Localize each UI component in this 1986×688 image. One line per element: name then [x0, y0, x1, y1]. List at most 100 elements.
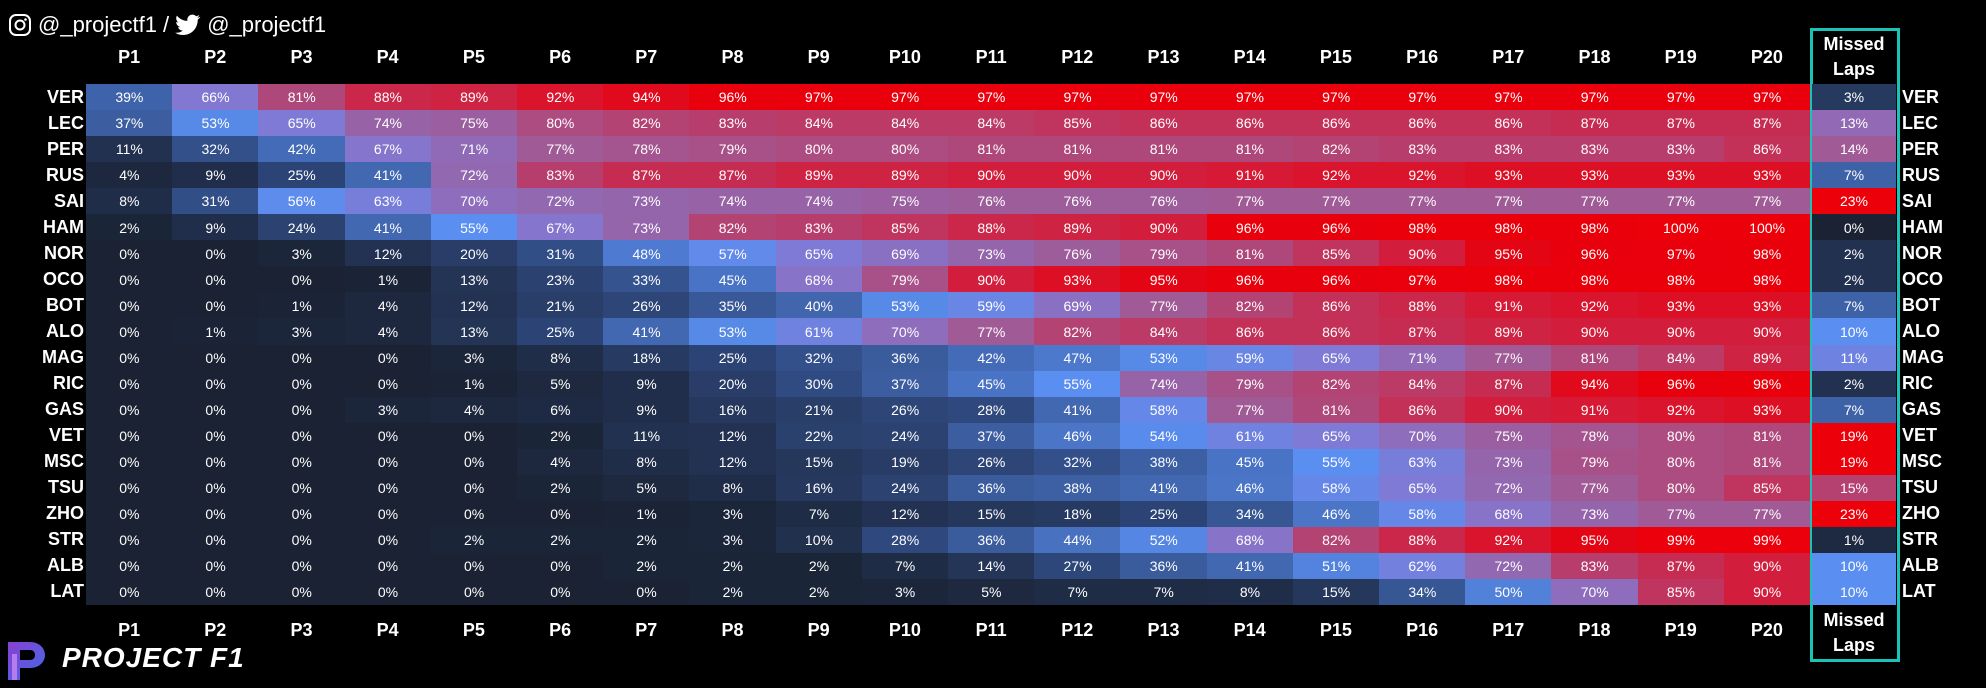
missed-cell: 15% [1812, 474, 1896, 502]
heat-cell: 84% [1637, 344, 1725, 372]
column-header: P1 [118, 46, 141, 67]
heat-cell: 98% [1379, 214, 1466, 241]
column-header: P18 [1578, 46, 1611, 67]
heat-cell: 92% [517, 84, 604, 111]
heat-cell: 38% [1120, 448, 1208, 476]
heat-cell: 6% [517, 396, 604, 424]
column-footer: P3 [290, 619, 313, 640]
missed-cell: 11% [1812, 344, 1896, 372]
heat-cell: 88% [344, 84, 432, 111]
driver-label-right: LEC [1902, 112, 1938, 133]
twitter-icon [175, 14, 201, 35]
heat-cell: 2% [517, 474, 604, 502]
driver-label: VER [46, 86, 84, 107]
heat-cell: 0% [258, 552, 346, 580]
missed-cell: 7% [1812, 162, 1896, 189]
column-header: P3 [290, 46, 313, 67]
heat-cell: 41% [1120, 474, 1208, 502]
heat-cell: 31% [172, 188, 259, 215]
column-header: P8 [721, 46, 744, 67]
heat-cell: 42% [258, 136, 346, 163]
heat-cell: 25% [689, 344, 777, 372]
heat-cell: 7% [861, 552, 949, 580]
heat-cell: 31% [517, 240, 604, 267]
heat-cell: 95% [1120, 266, 1208, 293]
driver-label-right: VER [1902, 86, 1940, 107]
heat-cell: 82% [1292, 370, 1380, 398]
heat-cell: 73% [603, 188, 690, 215]
heat-cell: 77% [1723, 188, 1811, 215]
heat-cell: 0% [86, 396, 173, 424]
heat-cell: 83% [1551, 552, 1639, 580]
heat-cell: 82% [1206, 292, 1294, 319]
heat-cell: 14% [948, 552, 1035, 580]
heat-cell: 82% [603, 110, 690, 137]
heat-cell: 86% [1379, 110, 1466, 137]
heat-cell: 90% [1551, 318, 1639, 345]
heat-cell: 0% [86, 552, 173, 580]
heat-cell: 90% [1637, 318, 1725, 345]
driver-label: HAM [43, 216, 84, 237]
heat-cell: 34% [1206, 500, 1294, 528]
heat-cell: 2% [689, 578, 777, 606]
column-header: P17 [1492, 46, 1525, 67]
heat-cell: 98% [1465, 266, 1552, 293]
heat-cell: 97% [1637, 84, 1725, 111]
heat-cell: 89% [1034, 214, 1121, 241]
heat-cell: 80% [861, 136, 949, 163]
heat-cell: 82% [689, 214, 777, 241]
heat-cell: 53% [172, 110, 259, 137]
heat-cell: 96% [1292, 266, 1380, 293]
heat-cell: 5% [603, 474, 690, 502]
driver-label-right: OCO [1902, 268, 1944, 289]
heat-cell: 82% [1292, 526, 1380, 554]
heat-cell: 97% [1292, 84, 1380, 111]
heat-cell: 98% [1551, 266, 1639, 293]
heat-cell: 0% [603, 578, 690, 606]
heat-cell: 77% [1206, 188, 1294, 215]
heat-cell: 11% [86, 136, 173, 163]
logo-mark [8, 642, 45, 680]
heat-cell: 37% [948, 422, 1035, 450]
column-header: P9 [807, 46, 830, 67]
heat-cell: 72% [1465, 474, 1552, 502]
heat-cell: 87% [1637, 110, 1725, 137]
heat-cell: 93% [1637, 162, 1725, 189]
heat-cell: 9% [172, 162, 259, 189]
heat-cell: 11% [603, 422, 690, 450]
heat-cell: 93% [1034, 266, 1121, 293]
heat-cell: 96% [1292, 214, 1380, 241]
heat-cell: 92% [1465, 526, 1552, 554]
heat-cell: 9% [603, 370, 690, 398]
heat-cell: 28% [861, 526, 949, 554]
heat-cell: 83% [1637, 136, 1725, 163]
missed-cell: 10% [1812, 552, 1896, 580]
heat-cell: 0% [172, 578, 259, 606]
heat-cell: 0% [172, 344, 259, 372]
heat-cell: 46% [1034, 422, 1121, 450]
heat-cell: 84% [948, 110, 1035, 137]
heat-cell: 5% [948, 578, 1035, 606]
heat-cell: 0% [430, 578, 518, 606]
heat-cell: 81% [1034, 136, 1121, 163]
heat-cell: 41% [344, 162, 432, 189]
heat-cell: 18% [603, 344, 690, 372]
column-footer: P4 [376, 619, 399, 640]
heat-cell: 1% [344, 266, 432, 293]
heat-cell: 92% [1379, 162, 1466, 189]
driver-label-right: BOT [1902, 294, 1940, 315]
driver-label: ALB [47, 555, 84, 576]
heat-cell: 88% [1379, 292, 1466, 319]
heat-cell: 57% [689, 240, 777, 267]
heat-cell: 86% [1120, 110, 1208, 137]
heat-cell: 93% [1723, 292, 1811, 319]
logo-text: PROJECT F1 [62, 642, 245, 673]
heat-cell: 0% [86, 266, 173, 293]
heat-cell: 83% [517, 162, 604, 189]
logo: PROJECT F1 [4, 634, 245, 682]
heat-cell: 77% [1637, 188, 1725, 215]
heat-cell: 75% [861, 188, 949, 215]
heat-cell: 55% [1034, 370, 1121, 398]
heat-cell: 3% [430, 344, 518, 372]
heat-cell: 0% [86, 500, 173, 528]
